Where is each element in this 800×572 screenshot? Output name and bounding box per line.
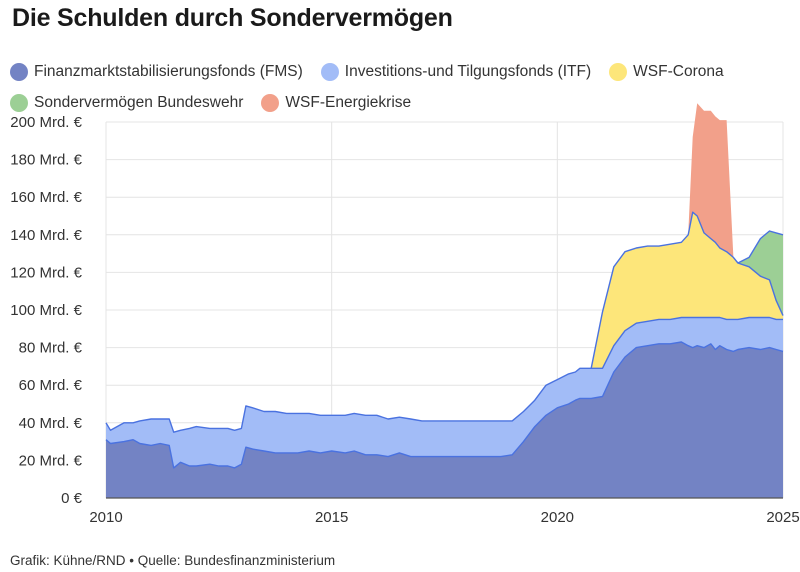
legend-item: Sondervermögen Bundeswehr (10, 90, 243, 116)
legend-swatch (10, 63, 28, 81)
series-area-1 (106, 317, 783, 468)
y-tick-label: 20 Mrd. € (19, 452, 83, 469)
x-tick-label: 2010 (89, 509, 122, 526)
y-tick-label: 200 Mrd. € (10, 114, 82, 131)
legend-label: WSF-Energiekrise (285, 94, 412, 111)
y-tick-label: 60 Mrd. € (19, 377, 83, 394)
y-tick-label: 80 Mrd. € (19, 340, 83, 357)
legend-item: WSF-Energiekrise (261, 90, 411, 116)
x-tick-label: 2020 (541, 509, 574, 526)
y-tick-label: 40 Mrd. € (19, 415, 83, 432)
source-footer: Grafik: Kühne/RND • Quelle: Bundesfinanz… (10, 553, 336, 568)
legend-item: Finanzmarktstabilisierungsfonds (FMS) (10, 59, 303, 85)
y-tick-label: 180 Mrd. € (10, 152, 82, 169)
legend-swatch (261, 94, 280, 112)
y-tick-label: 120 Mrd. € (10, 264, 82, 281)
legend-label: Investitions-und Tilgungsfonds (ITF) (344, 63, 592, 80)
series-area-0 (106, 342, 783, 498)
series-area-4 (106, 103, 783, 433)
legend-swatch (10, 94, 28, 112)
series-lines (105, 211, 784, 469)
legend-swatch (609, 63, 628, 81)
x-tick-label: 2025 (766, 509, 799, 526)
legend-label: Finanzmarktstabilisierungsfonds (FMS) (34, 63, 303, 80)
series-line-1 (105, 316, 783, 433)
series-line-3 (737, 230, 784, 264)
chart-area: 0 € 20 Mrd. € 40 Mrd. € 60 Mrd. € 80 Mrd. € 1… (10, 103, 800, 526)
y-tick-label: 140 Mrd. € (10, 227, 82, 244)
y-tick-label: 100 Mrd. € (10, 302, 82, 319)
legend-label: WSF-Corona (633, 63, 724, 80)
chart-title: Die Schulden durch Sondervermögen (12, 4, 453, 32)
axes: 0 € 20 Mrd. € 40 Mrd. € 60 Mrd. € 80 Mrd. € 1… (10, 114, 799, 526)
legend-item: WSF-Corona (609, 59, 724, 85)
legend-label: Sondervermögen Bundeswehr (34, 94, 244, 111)
series-line-2 (590, 211, 784, 369)
y-tick-label: 0 € (61, 490, 83, 507)
legend-item: Investitions-und Tilgungsfonds (ITF) (320, 59, 592, 85)
series-line-0 (105, 341, 784, 469)
x-tick-label: 2015 (315, 509, 348, 526)
legend-swatch (320, 63, 339, 81)
legend: Finanzmarktstabilisierungsfonds (FMS) Inv… (10, 59, 790, 121)
series-areas (106, 103, 783, 498)
y-tick-label: 160 Mrd. € (10, 189, 82, 206)
